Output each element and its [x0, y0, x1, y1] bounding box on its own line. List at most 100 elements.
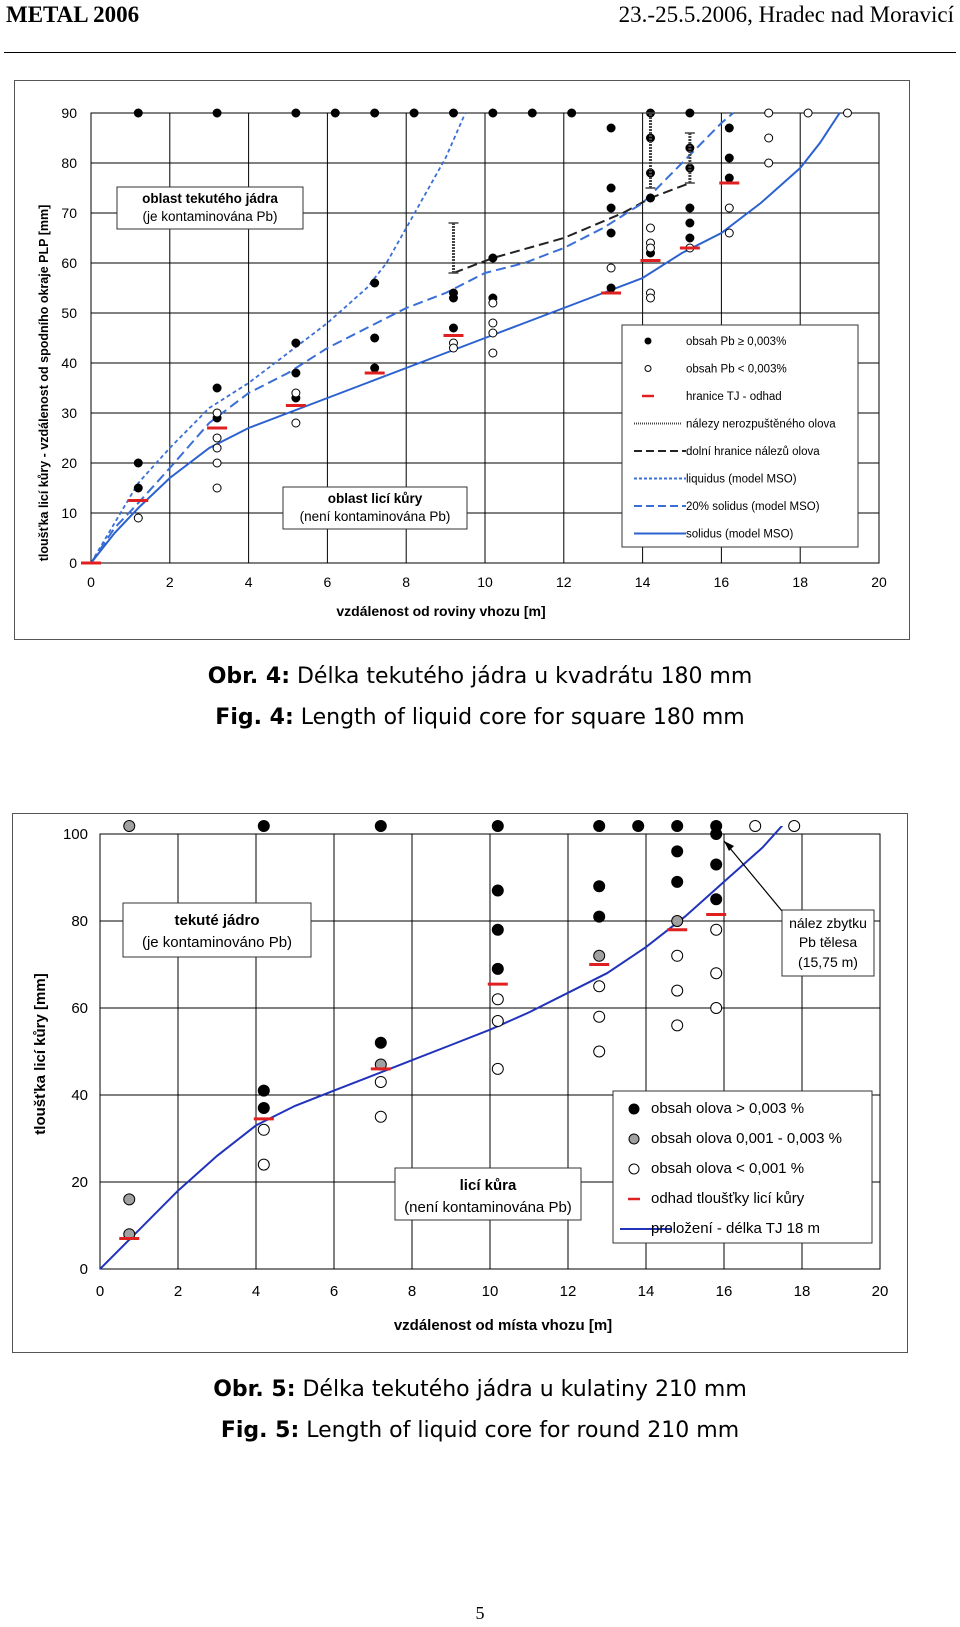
figure-4-ylabel: tloušťka licí kůry - vzdálenost od spodn…	[37, 205, 51, 562]
f4-series-0-point	[724, 173, 734, 183]
figure-4-chart: 0 2 4 6 8 10 12 14 16 18 20 0 10 20 30 40 50 60 70 80 90 vzd…	[37, 105, 887, 619]
f5-series-0-point	[491, 923, 504, 936]
f5-xtick-label: 12	[560, 1283, 577, 1300]
figure-5-xlabel: vzdálenost od místa vhozu [m]	[394, 1317, 612, 1334]
page-header: METAL 2006 23.-25.5.2006, Hradec nad Mor…	[0, 0, 960, 56]
f4-series-1-point	[488, 318, 498, 328]
f4-series-0-point	[330, 108, 340, 118]
f4-xtick-label: 18	[792, 574, 808, 590]
figure-4-caption-cz-label: Obr. 4:	[207, 664, 290, 689]
f4-xtick-label: 6	[324, 574, 332, 590]
f4-series-4-line	[453, 182, 691, 274]
page-number: 5	[475, 1603, 485, 1623]
f5-series-0-point	[593, 880, 606, 893]
f4-ytick-label: 30	[61, 405, 77, 421]
f5-legend-entry-4-label: proložení - délka TJ 18 m	[651, 1220, 820, 1237]
f4-series-1-point	[842, 108, 852, 118]
figure-4-liquid-line1: oblast tekutého jádra	[142, 191, 278, 206]
figure-4-caption-en-label: Fig. 4:	[215, 705, 294, 730]
f4-series-0-point	[448, 323, 458, 333]
f4-series-1-point	[133, 513, 143, 523]
f5-ytick-label: 100	[63, 826, 88, 843]
f5-legend-box	[612, 1090, 873, 1244]
figure-4-legend: obsah Pb ≥ 0,003% obsah Pb < 0,003% hranic…	[621, 324, 859, 548]
figure-5-caption-cz-text: Délka tekutého jádra u kulatiny 210 mm	[295, 1377, 747, 1402]
f4-legend-entry-1-label: obsah Pb < 0,003%	[686, 364, 787, 376]
f4-series-1-point	[212, 483, 222, 493]
f4-series-0-point	[488, 253, 498, 263]
f5-xtick-label: 8	[408, 1283, 416, 1300]
figure-5-note-line2: Pb tělesa	[799, 934, 858, 950]
f4-series-0-point	[527, 108, 537, 118]
f5-series-2-point	[710, 1002, 723, 1014]
f5-legend-entry-2-symbol	[628, 1163, 640, 1175]
f5-series-0-point	[374, 1036, 387, 1049]
figure-5-ylabel: tloušťka licí kůry [mm]	[32, 973, 49, 1134]
f4-legend-entry-0-label: obsah Pb ≥ 0,003%	[686, 336, 786, 348]
f5-xtick-label: 18	[794, 1283, 811, 1300]
f5-legend-entry-1-label: obsah olova 0,001 - 0,003 %	[651, 1130, 842, 1147]
f5-series-2-point	[374, 1075, 387, 1088]
f5-series-0-point	[710, 893, 723, 906]
f4-legend-entry-0-symbol	[644, 337, 652, 345]
f4-series-1-point	[606, 263, 616, 273]
f4-xtick-label: 8	[402, 574, 410, 590]
f4-series-7-line	[91, 112, 841, 564]
f4-legend-entry-6-label: 20% solidus (model MSO)	[686, 501, 820, 513]
f5-series-2-point	[257, 1158, 270, 1171]
f4-xtick-label: 16	[714, 574, 730, 590]
f5-series-2-point	[671, 949, 684, 962]
f4-xtick-label: 20	[871, 574, 887, 590]
f5-xtick-label: 4	[252, 1283, 260, 1300]
f4-ytick-label: 20	[61, 455, 77, 471]
figure-5-liquid-line2: (je kontaminováno Pb)	[142, 934, 292, 951]
f5-xtick-label: 10	[482, 1283, 499, 1300]
f4-series-0-point	[724, 153, 734, 163]
f4-series-5-line	[91, 112, 467, 564]
f5-series-0-point	[491, 962, 504, 975]
f4-series-0-point	[488, 108, 498, 118]
f4-series-1-point	[764, 158, 774, 168]
f4-legend-entry-2-label: hranice TJ - odhad	[686, 391, 782, 403]
f4-series-1-point	[212, 458, 222, 468]
figure-4-frame: 0 2 4 6 8 10 12 14 16 18 20 0 10 20 30 40 50 60 70 80 90 vzd…	[14, 80, 910, 640]
f5-series-2-point	[374, 1110, 387, 1123]
f4-legend-entry-5-label: liquidus (model MSO)	[686, 474, 797, 486]
f4-series-0-point	[606, 283, 616, 293]
f4-series-1-point	[212, 433, 222, 443]
f4-xtick-label: 2	[166, 574, 174, 590]
f5-series-0-point	[257, 1084, 270, 1097]
f4-series-0-point	[724, 123, 734, 133]
f5-series-2-point	[788, 820, 801, 832]
f4-series-0-point	[606, 228, 616, 238]
f5-xtick-label: 6	[330, 1283, 338, 1300]
f5-series-0-point	[593, 820, 606, 832]
f4-legend-entry-7-label: solidus (model MSO)	[686, 529, 794, 541]
figure-5-caption-en: Fig. 5: Length of liquid core for round …	[0, 1418, 960, 1443]
f4-legend-entry-3-label: nálezy nerozpuštěného olova	[686, 419, 836, 431]
conference-dates-place: 23.-25.5.2006, Hradec nad Moravicí	[618, 2, 954, 27]
f5-series-2-point	[593, 980, 606, 993]
f5-series-2-point	[491, 993, 504, 1006]
f5-series-0-point	[374, 820, 387, 832]
f4-series-0-point	[133, 458, 143, 468]
f5-series-0-point	[710, 828, 723, 840]
figure-4-liquid-box: oblast tekutého jádra (je kontaminována …	[116, 186, 304, 230]
f4-series-0-point	[133, 108, 143, 118]
f4-series-0-point	[370, 333, 380, 343]
f5-series-2-point	[671, 984, 684, 997]
f4-series-3-errorbar	[684, 132, 695, 184]
figure-5-chart: 0 2 4 6 8 10 12 14 16 18 20 0 20 40 60 80 100 vzdálenost…	[32, 820, 888, 1334]
f5-series-2-point	[749, 820, 762, 832]
f4-series-0-point	[685, 233, 695, 243]
f5-series-2-point	[491, 1015, 504, 1028]
f4-legend-box	[621, 324, 859, 548]
f4-series-3-errorbar	[645, 112, 656, 189]
f5-series-2-point	[671, 1019, 684, 1032]
figure-5-caption-cz-label: Obr. 5:	[213, 1377, 296, 1402]
figure-5-shell-line2: (není kontaminována Pb)	[404, 1199, 572, 1216]
f4-series-1-point	[488, 348, 498, 358]
f4-series-0-point	[133, 483, 143, 493]
f5-series-4-line	[100, 826, 784, 1270]
f4-series-3-errorbar	[448, 222, 459, 274]
